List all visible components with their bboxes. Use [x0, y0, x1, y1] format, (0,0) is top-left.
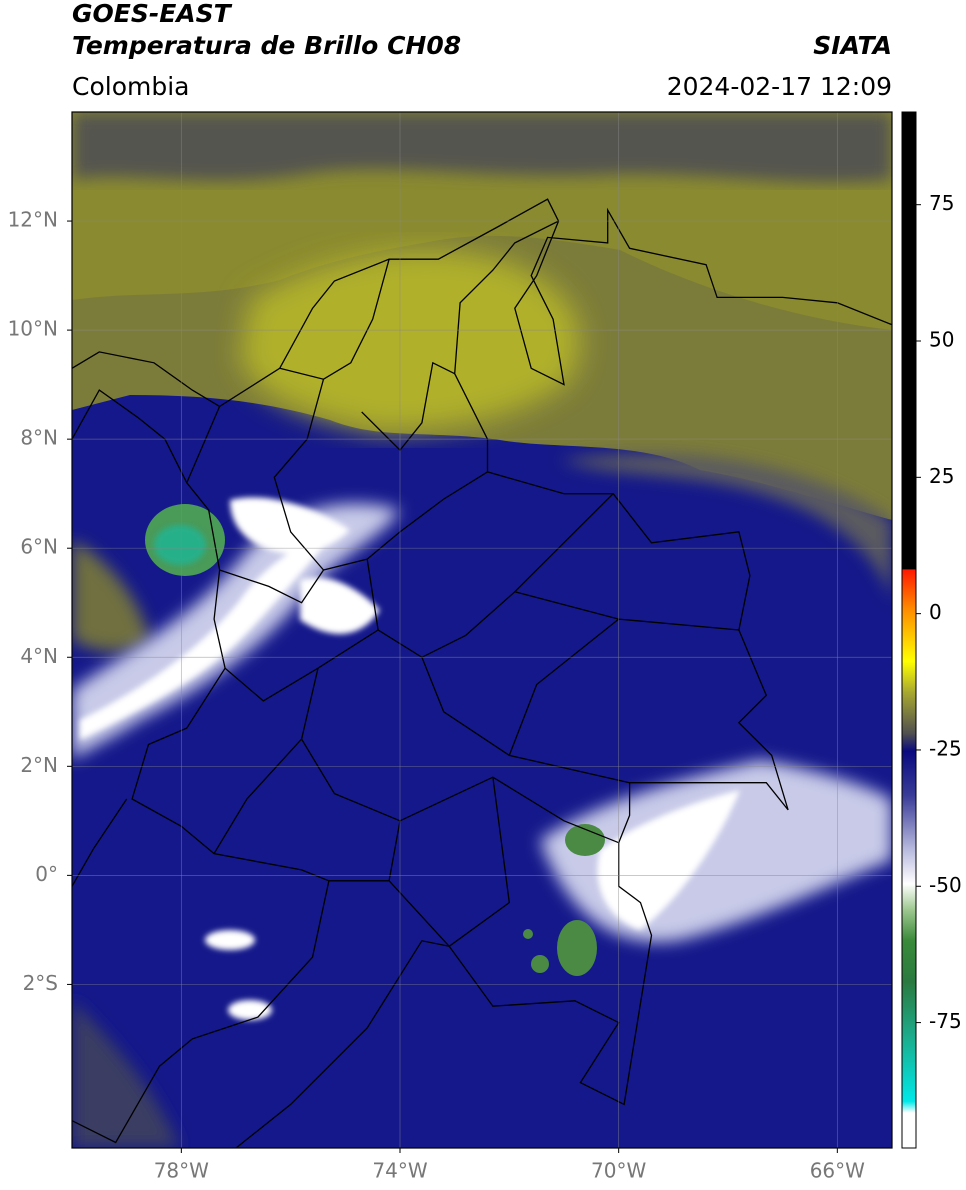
department-border	[224, 629, 379, 702]
department-border	[279, 259, 390, 380]
lon-tick-label: 66°W	[810, 1159, 865, 1183]
border-line	[72, 351, 220, 407]
border-line	[72, 389, 188, 484]
lat-tick-label: 4°N	[20, 644, 58, 668]
colorbar-tick-label: -50	[929, 873, 962, 897]
border-line	[72, 798, 128, 887]
title: GOES-EAST	[72, 0, 233, 28]
lon-tick-label: 78°W	[154, 1159, 209, 1183]
lon-tick-label: 70°W	[591, 1159, 646, 1183]
lat-tick-label: 2°S	[23, 971, 58, 995]
border-line	[235, 940, 450, 1148]
department-border	[421, 657, 630, 784]
lat-tick-label: 12°N	[8, 208, 58, 232]
region: Colombia	[72, 72, 189, 101]
lon-tick-label: 74°W	[372, 1159, 427, 1183]
department-border	[213, 738, 303, 854]
source: SIATA	[813, 31, 892, 60]
border-line	[514, 207, 892, 386]
department-border	[508, 618, 620, 756]
colorbar-tick-label: 25	[929, 464, 954, 488]
colorbar-tick-label: 75	[929, 191, 954, 215]
lat-tick-label: 8°N	[20, 426, 58, 450]
datetime: 2024-02-17 12:09	[667, 72, 892, 101]
lat-tick-label: 6°N	[20, 535, 58, 559]
colorbar	[901, 111, 917, 1149]
department-border	[219, 379, 325, 604]
department-border	[366, 493, 614, 659]
colorbar-tick-label: 50	[929, 328, 954, 352]
department-border	[388, 820, 401, 881]
border-line	[72, 880, 330, 1144]
lat-tick-label: 10°N	[8, 317, 58, 341]
satellite-image	[72, 112, 892, 1148]
department-border	[361, 361, 455, 452]
subtitle: Temperatura de Brillo CH08	[72, 31, 461, 60]
colorbar-tick-label: 0	[929, 600, 942, 624]
department-border	[448, 777, 510, 947]
colorbar-tick-label: -25	[929, 736, 962, 760]
lat-tick-label: 0°	[35, 862, 58, 886]
colorbar-tick-label: -75	[929, 1009, 962, 1033]
border-line	[131, 198, 789, 1106]
map-frame	[71, 111, 893, 1149]
lat-tick-label: 2°N	[20, 753, 58, 777]
